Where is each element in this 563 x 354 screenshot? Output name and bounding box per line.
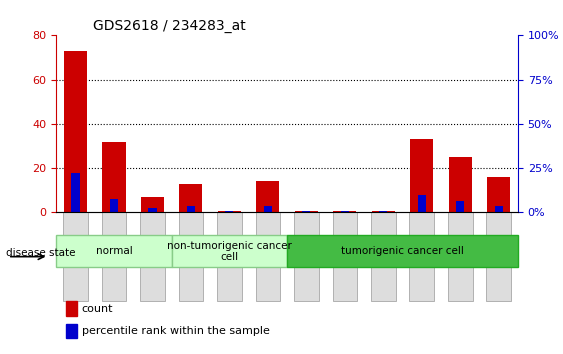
Bar <box>149 208 157 212</box>
Bar <box>341 211 349 212</box>
Bar <box>418 195 426 212</box>
FancyBboxPatch shape <box>294 212 319 301</box>
FancyBboxPatch shape <box>448 212 472 301</box>
FancyBboxPatch shape <box>63 212 88 301</box>
Bar <box>187 206 195 212</box>
Text: count: count <box>82 304 113 314</box>
FancyBboxPatch shape <box>371 212 396 301</box>
Bar <box>410 139 434 212</box>
FancyBboxPatch shape <box>102 212 126 301</box>
Bar <box>256 181 279 212</box>
Text: GDS2618 / 234283_at: GDS2618 / 234283_at <box>93 19 246 33</box>
Bar <box>110 199 118 212</box>
Bar <box>264 206 272 212</box>
Bar <box>172 235 287 267</box>
FancyBboxPatch shape <box>178 212 203 301</box>
Bar <box>141 197 164 212</box>
Bar <box>225 211 234 212</box>
Bar <box>65 324 77 338</box>
Bar <box>65 301 77 316</box>
Bar <box>495 206 503 212</box>
FancyBboxPatch shape <box>333 212 357 301</box>
Bar <box>487 177 510 212</box>
Bar <box>456 201 464 212</box>
Bar <box>102 142 126 212</box>
Bar <box>372 211 395 212</box>
Bar <box>72 172 79 212</box>
Text: disease state: disease state <box>6 248 75 258</box>
Bar <box>302 211 310 212</box>
Text: non-tumorigenic cancer
cell: non-tumorigenic cancer cell <box>167 240 292 262</box>
Bar <box>180 184 203 212</box>
FancyBboxPatch shape <box>486 212 511 301</box>
FancyBboxPatch shape <box>409 212 434 301</box>
Bar <box>64 51 87 212</box>
Bar <box>287 235 518 267</box>
Text: tumorigenic cancer cell: tumorigenic cancer cell <box>341 246 464 256</box>
Bar <box>449 157 472 212</box>
Bar <box>218 211 241 212</box>
Text: percentile rank within the sample: percentile rank within the sample <box>82 326 270 336</box>
FancyBboxPatch shape <box>256 212 280 301</box>
Text: normal: normal <box>96 246 132 256</box>
Bar <box>379 211 387 212</box>
Bar <box>333 211 356 212</box>
FancyBboxPatch shape <box>140 212 165 301</box>
Bar <box>295 211 318 212</box>
FancyBboxPatch shape <box>217 212 242 301</box>
Bar <box>56 235 172 267</box>
